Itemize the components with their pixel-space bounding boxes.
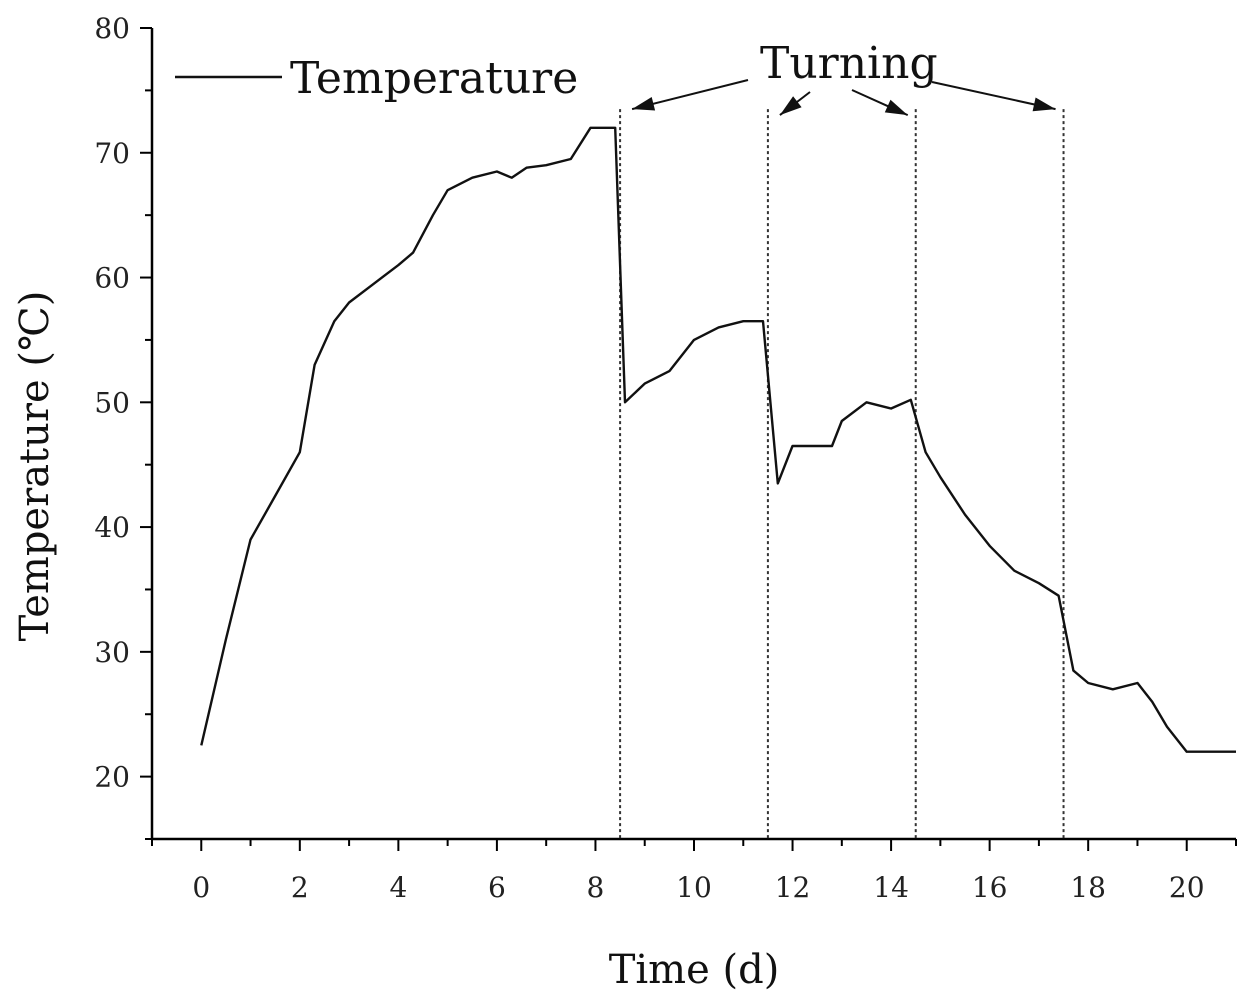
legend: Temperature <box>175 53 578 104</box>
series-line-temperature <box>200 126 1236 753</box>
x-tick-label: 18 <box>1070 871 1106 904</box>
axes <box>150 28 1236 841</box>
x-ticks: 0 2 4 6 8 10 12 14 16 18 20 <box>151 839 1237 904</box>
x-tick-label: 12 <box>775 871 811 904</box>
turning-lines <box>619 109 1065 839</box>
turning-arrow-head <box>1032 97 1056 112</box>
y-axis-title: Temperature (℃) <box>12 291 58 642</box>
x-tick-label: 16 <box>972 871 1008 904</box>
y-tick-label: 70 <box>94 137 130 170</box>
y-tick-label: 50 <box>94 386 130 419</box>
y-tick-label: 40 <box>94 511 130 544</box>
turning-arrow-head <box>779 96 802 116</box>
y-tick-label: 80 <box>94 12 130 45</box>
turning-arrows <box>631 79 1056 117</box>
x-tick-label: 20 <box>1169 871 1205 904</box>
legend-label-temperature: Temperature <box>290 53 578 104</box>
turning-annotation: Turning <box>631 38 1056 117</box>
y-tick-label: 20 <box>94 761 130 794</box>
y-tick-label: 30 <box>94 636 130 669</box>
turning-arrow-head <box>884 99 908 116</box>
series-group <box>200 126 1236 753</box>
x-tick-label: 6 <box>488 871 506 904</box>
x-tick-label: 8 <box>587 871 605 904</box>
x-tick-label: 14 <box>873 871 909 904</box>
x-tick-label: 2 <box>291 871 309 904</box>
x-tick-label: 10 <box>676 871 712 904</box>
annotation-turning-label: Turning <box>760 38 938 89</box>
x-tick-label: 4 <box>389 871 407 904</box>
y-tick-label: 60 <box>94 262 130 295</box>
x-tick-label: 0 <box>192 871 210 904</box>
y-ticks: 20 30 40 50 60 70 80 <box>94 12 152 840</box>
x-axis-title: Time (d) <box>609 947 780 993</box>
turning-arrow-head <box>632 97 656 111</box>
